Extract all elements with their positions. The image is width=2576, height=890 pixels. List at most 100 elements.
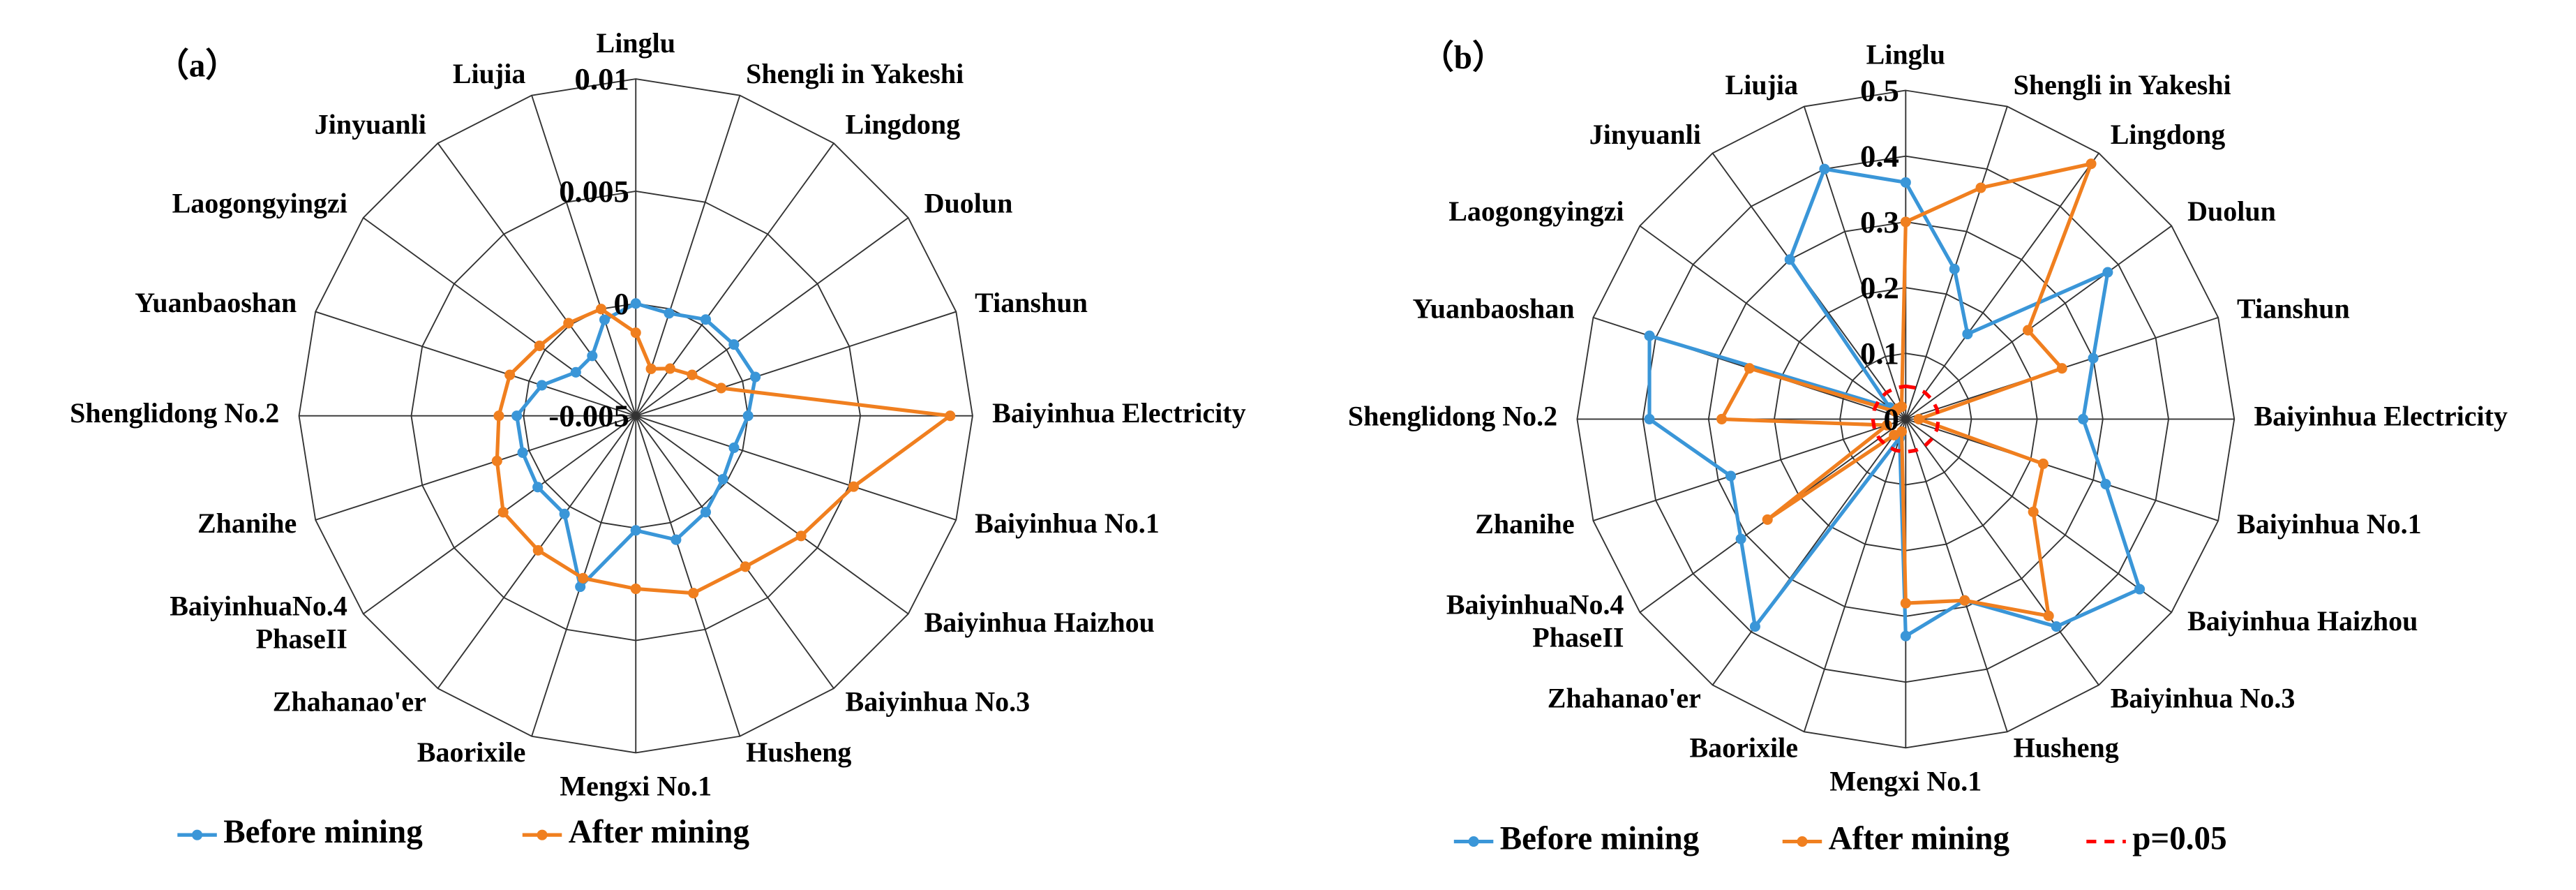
category-label: Husheng xyxy=(746,736,851,768)
data-point xyxy=(570,366,581,378)
spoke xyxy=(437,142,636,417)
data-point xyxy=(1749,621,1760,632)
data-point xyxy=(511,410,523,422)
spoke xyxy=(1905,152,2099,420)
data-point xyxy=(848,481,859,492)
legend-marker xyxy=(192,829,203,840)
category-label: Zhanihe xyxy=(197,507,297,539)
spoke xyxy=(1803,419,1907,732)
data-point xyxy=(1716,413,1728,424)
y-tick-label: 0.005 xyxy=(559,174,629,209)
category-label: Linglu xyxy=(597,27,675,59)
category-label: Jinyuanli xyxy=(315,109,426,140)
data-point xyxy=(1896,401,1908,413)
category-label: Laogongyingzi xyxy=(172,188,347,219)
category-label: BaiyinhuaNo.4 PhaseII xyxy=(170,591,347,655)
data-point xyxy=(1975,182,1986,193)
y-tick-label: 0 xyxy=(613,286,629,321)
category-label: Shengli in Yakeshi xyxy=(746,58,964,89)
spoke xyxy=(315,415,636,521)
data-point xyxy=(728,339,740,350)
data-point xyxy=(1644,330,1655,341)
data-point xyxy=(1644,413,1655,424)
spoke xyxy=(635,415,909,615)
category-label: Duolun xyxy=(924,188,1013,219)
spoke xyxy=(1905,225,2172,420)
data-point xyxy=(1744,363,1755,374)
y-tick-label: 0.1 xyxy=(1860,336,1899,371)
category-label: Shengli in Yakeshi xyxy=(2014,69,2231,101)
spoke xyxy=(1712,418,1907,685)
spoke xyxy=(363,217,636,417)
y-tick-label: 0.3 xyxy=(1860,205,1899,239)
data-point xyxy=(1900,630,1911,641)
data-point xyxy=(700,507,712,518)
data-point xyxy=(2043,610,2054,621)
category-label: Zhahanao'er xyxy=(1548,682,1701,713)
data-point xyxy=(1900,177,1911,188)
category-label: Baorixile xyxy=(417,736,526,768)
data-point xyxy=(2102,267,2113,278)
category-label: Baiyinhua No.1 xyxy=(2237,508,2422,540)
data-point xyxy=(2078,413,2089,424)
data-point xyxy=(497,507,509,518)
y-tick-label: 0.4 xyxy=(1860,139,1899,174)
series-line xyxy=(1871,384,1941,454)
data-point xyxy=(2037,458,2049,469)
legend-label: After mining xyxy=(569,814,750,850)
data-point xyxy=(2051,621,2062,632)
data-point xyxy=(532,482,544,493)
spoke xyxy=(635,311,957,417)
data-point xyxy=(2023,325,2034,336)
data-point xyxy=(532,544,544,556)
category-label: Shenglidong No.2 xyxy=(70,397,279,429)
data-point xyxy=(630,298,641,309)
data-point xyxy=(728,442,740,453)
data-point xyxy=(742,410,754,422)
data-point xyxy=(750,371,761,383)
data-point xyxy=(630,583,641,595)
y-tick-label: -0.005 xyxy=(548,399,629,433)
category-label: Shenglidong No.2 xyxy=(1348,401,1557,432)
spoke xyxy=(635,142,834,417)
data-point xyxy=(504,369,516,380)
category-label: Laogongyingzi xyxy=(1448,195,1624,227)
y-tick-label: 0.5 xyxy=(1860,73,1899,107)
data-point xyxy=(1900,216,1911,228)
legend-marker xyxy=(1468,836,1479,847)
data-point xyxy=(537,380,548,391)
data-point xyxy=(563,318,574,329)
spoke xyxy=(1905,418,2099,685)
y-tick-label: 0.2 xyxy=(1860,270,1899,305)
category-label: Liujia xyxy=(453,58,526,89)
data-point xyxy=(630,327,641,339)
data-point xyxy=(491,455,502,466)
category-label: Yuanbaoshan xyxy=(135,287,297,318)
spoke xyxy=(1639,225,1906,420)
data-point xyxy=(664,308,675,319)
data-point xyxy=(1962,328,1973,340)
category-label: Liujia xyxy=(1725,69,1799,101)
data-point xyxy=(1889,429,1900,440)
data-point xyxy=(664,363,675,374)
data-point xyxy=(1784,254,1795,265)
data-point xyxy=(795,531,807,542)
category-label: Baiyinhua No.1 xyxy=(975,507,1160,539)
chart-title: （b） xyxy=(1421,40,1505,76)
category-label: Baiyinhua Electricity xyxy=(2254,401,2507,432)
spoke xyxy=(635,415,741,737)
data-point xyxy=(945,410,956,422)
data-point xyxy=(559,508,570,519)
category-label: Jinyuanli xyxy=(1589,119,1701,150)
spoke xyxy=(1593,418,1906,521)
spoke xyxy=(635,217,909,417)
y-tick-label: 0 xyxy=(1884,401,1899,436)
data-point xyxy=(2085,158,2097,170)
category-label: Baorixile xyxy=(1689,732,1798,763)
data-point xyxy=(716,383,727,394)
series-line xyxy=(1718,161,2095,618)
spoke xyxy=(315,311,636,417)
category-label: Husheng xyxy=(2014,732,2119,763)
data-point xyxy=(599,314,611,325)
